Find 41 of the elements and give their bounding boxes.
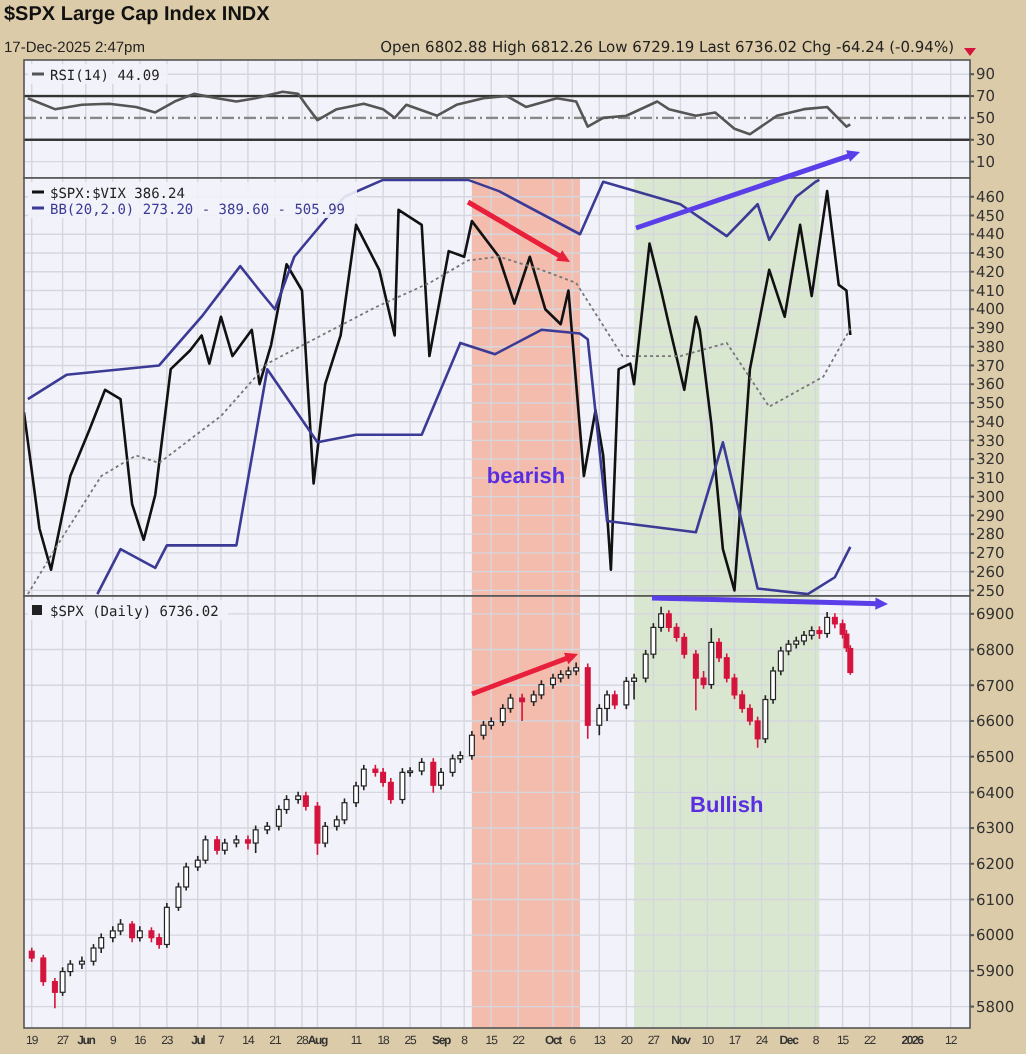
- candlestick: [387, 777, 394, 805]
- line-series: [24, 189, 852, 592]
- candlestick: [399, 767, 406, 805]
- candlestick: [665, 609, 672, 633]
- candlestick: [275, 804, 282, 832]
- candlestick: [322, 821, 329, 849]
- candlestick: [430, 757, 437, 794]
- candlestick: [623, 676, 630, 710]
- candlestick: [202, 834, 209, 865]
- candlestick: [604, 689, 611, 722]
- line-series: [26, 178, 821, 401]
- band-label: bearish: [486, 465, 566, 490]
- candlestick: [449, 753, 456, 778]
- candlestick: [708, 627, 715, 690]
- candlestick: [754, 715, 761, 749]
- line-series: [26, 255, 852, 596]
- chart-title: $SPX Large Cap Index INDX: [4, 4, 271, 26]
- candlestick: [40, 954, 47, 987]
- candlestick: [51, 977, 58, 1010]
- candlestick: [59, 966, 66, 997]
- candlestick: [692, 649, 699, 712]
- candlestick: [314, 801, 321, 856]
- candlestick: [438, 767, 445, 791]
- candlestick: [480, 720, 487, 741]
- candlestick: [468, 730, 475, 761]
- candlestick: [538, 679, 545, 700]
- candlestick: [129, 920, 136, 944]
- candlestick: [681, 632, 688, 660]
- line-series: [96, 328, 852, 596]
- candlestick: [519, 693, 526, 722]
- candlestick: [214, 835, 221, 856]
- candlestick: [631, 673, 638, 701]
- candlestick: [252, 824, 259, 854]
- candlestick: [499, 703, 506, 727]
- candlestick: [302, 790, 309, 812]
- band-label: Bullish: [690, 794, 764, 818]
- candlestick: [824, 611, 831, 639]
- candlestick: [98, 932, 105, 954]
- candlestick: [163, 902, 170, 949]
- candlestick: [611, 689, 618, 710]
- candlestick: [341, 797, 348, 825]
